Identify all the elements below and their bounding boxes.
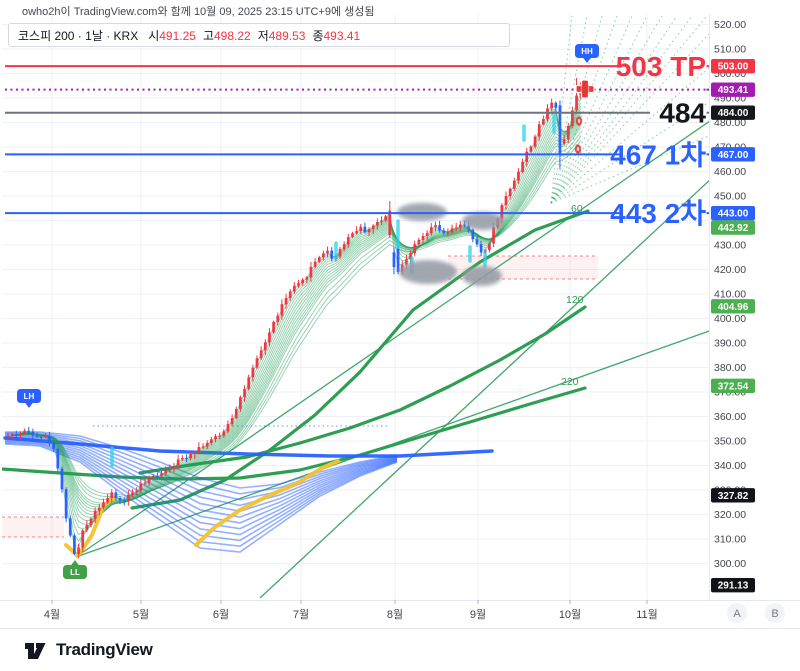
price-chart[interactable]: 60 120 220 503 TP 484 467 1차 443 2차 HH LH LL 520.0…: [0, 0, 800, 628]
price-badge: 503.00: [711, 58, 755, 74]
yellow-band: [194, 459, 340, 547]
symbol-title: 코스피 200 · 1날 · KRX: [18, 28, 139, 43]
ma-period-label: 220: [561, 376, 579, 388]
month-label: 9월: [470, 608, 486, 621]
price-tick-label: 380.00: [714, 362, 746, 374]
svg-text:327.82: 327.82: [718, 491, 749, 502]
svg-text:442.92: 442.92: [718, 223, 749, 234]
svg-text:467.00: 467.00: [718, 150, 749, 161]
price-badge: 493.41: [711, 82, 755, 97]
pivot-marker-LH: LH: [17, 389, 41, 408]
svg-text:LL: LL: [70, 568, 80, 577]
month-label: 5월: [133, 608, 149, 621]
month-label: 7월: [293, 608, 309, 621]
time-axis[interactable]: 4월 5월 6월 7월 8월 9월 10월 11월 A B: [0, 600, 800, 628]
ohlc-open: 시491.25: [148, 28, 196, 43]
price-badge: 467.00: [711, 147, 755, 162]
price-tick-label: 360.00: [714, 411, 746, 423]
svg-text:503.00: 503.00: [718, 62, 749, 73]
price-tick-label: 340.00: [714, 460, 746, 472]
svg-text:HH: HH: [581, 47, 593, 56]
svg-text:493.41: 493.41: [718, 85, 749, 96]
price-tick-label: 420.00: [714, 264, 746, 276]
ma-period-label: 60: [571, 203, 583, 215]
ohlc-close: 종493.41: [312, 28, 361, 43]
price-tick-label: 460.00: [714, 166, 746, 178]
ohlc-high: 고498.22: [202, 28, 251, 43]
price-axis[interactable]: 520.00510.00500.00490.00480.00470.00460.…: [709, 14, 800, 600]
cloud-annotation: [462, 212, 504, 230]
cloud-annotation: [399, 260, 457, 284]
svg-text:443.00: 443.00: [718, 209, 749, 220]
price-tick-label: 510.00: [714, 44, 746, 56]
month-label: 8월: [387, 608, 403, 621]
range-button-A[interactable]: A: [727, 603, 747, 623]
month-label: 4월: [44, 608, 60, 621]
price-badge: 442.92: [711, 220, 755, 235]
pivot-markers: HH LH LL: [17, 44, 599, 579]
price-tick-label: 400.00: [714, 313, 746, 325]
attribution-text: owho2h이 TradingView.com와 함께 10월 09, 2025…: [22, 6, 375, 18]
chart-area[interactable]: 60 120 220 503 TP 484 467 1차 443 2차 HH LH LL 520.0…: [0, 0, 800, 628]
price-tick-label: 310.00: [714, 534, 746, 546]
price-badge: 484.00: [711, 105, 755, 120]
price-levels: 503 TP 484 467 1차 443 2차: [5, 51, 711, 229]
ma-line-120: [138, 305, 587, 475]
candles: [6, 77, 583, 558]
symbol-legend[interactable]: 코스피 200 · 1날 · KRX 시491.25 고498.22 저489.…: [8, 23, 510, 47]
ma-line-220: [2, 386, 587, 481]
price-tick-label: 410.00: [714, 289, 746, 301]
ohlc-low: 저489.53: [257, 28, 306, 43]
pivot-marker-HH: HH: [575, 44, 599, 63]
ma-period-label: 120: [566, 294, 584, 306]
pivot-marker-LL: LL: [63, 560, 87, 579]
month-label: 11월: [636, 608, 658, 621]
price-badge: 443.00: [711, 205, 755, 221]
price-tick-label: 430.00: [714, 240, 746, 252]
ma-line-60: [130, 209, 590, 510]
trendline: [259, 179, 709, 599]
month-label: 6월: [213, 608, 229, 621]
grid: [2, 14, 709, 600]
sell-signal-dot: [574, 144, 582, 154]
footer-bar: TradingView: [0, 628, 800, 671]
cross-marker: [575, 79, 595, 99]
month-label: 10월: [559, 608, 581, 621]
price-tick-label: 320.00: [714, 509, 746, 521]
risk-zone: [2, 516, 64, 538]
cloud-annotation: [462, 266, 502, 286]
price-tick-label: 300.00: [714, 558, 746, 570]
level-label: 443 2차: [610, 198, 706, 229]
trendline: [75, 120, 709, 558]
svg-text:291.13: 291.13: [718, 581, 749, 592]
price-badge: 291.13: [711, 578, 755, 593]
tradingview-logo-icon[interactable]: [24, 638, 48, 662]
blue-ma-ribbon: [4, 431, 398, 553]
svg-text:LH: LH: [24, 392, 35, 401]
price-tick-label: 350.00: [714, 436, 746, 448]
price-tick-label: 390.00: [714, 338, 746, 350]
svg-text:372.54: 372.54: [718, 381, 749, 392]
price-badge: 404.96: [711, 299, 755, 314]
price-tick-label: 480.00: [714, 117, 746, 129]
sell-signal-dot: [575, 116, 583, 126]
svg-text:484.00: 484.00: [718, 108, 749, 119]
level-label: 503 TP: [616, 51, 706, 82]
price-badge: 372.54: [711, 378, 755, 393]
svg-text:A: A: [733, 608, 741, 620]
price-badge: 327.82: [711, 488, 755, 503]
tradingview-logo-text[interactable]: TradingView: [56, 640, 153, 659]
cloud-annotation: [397, 203, 447, 221]
level-label: 467 1차: [610, 139, 706, 170]
price-tick-label: 450.00: [714, 191, 746, 203]
svg-text:B: B: [771, 608, 778, 620]
level-label: 484: [659, 98, 706, 129]
range-button-B[interactable]: B: [765, 603, 785, 623]
price-tick-label: 520.00: [714, 19, 746, 31]
svg-text:404.96: 404.96: [718, 302, 749, 313]
